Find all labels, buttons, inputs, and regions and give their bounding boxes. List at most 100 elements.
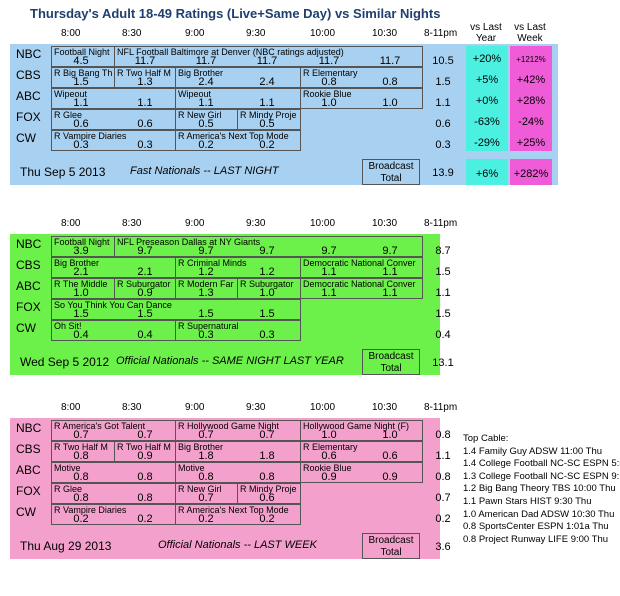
vs-last-week-header: vs Last Week bbox=[514, 22, 546, 44]
network-label: CW bbox=[16, 505, 36, 519]
rating-value: 0.5 bbox=[259, 118, 275, 130]
show-title: NFL Preseason Dallas at NY Giants bbox=[117, 237, 261, 247]
time-slot-header: 10:00 bbox=[310, 28, 336, 39]
show-title: R Criminal Minds bbox=[178, 258, 247, 268]
rating-value: 0.4 bbox=[73, 329, 89, 341]
time-slot-header: 8:00 bbox=[61, 28, 81, 39]
rating-value: 1.5 bbox=[73, 76, 89, 88]
network-label: CBS bbox=[16, 442, 41, 456]
timeslot-total: 1.1 bbox=[435, 287, 451, 299]
rating-value: 2.1 bbox=[137, 266, 153, 278]
rating-value: 0.2 bbox=[259, 139, 275, 151]
rating-value: 4.5 bbox=[73, 55, 89, 67]
vs-last-week-value: +1212% bbox=[510, 46, 552, 67]
show-title: Big Brother bbox=[178, 68, 224, 78]
timeslot-total: 1.5 bbox=[435, 76, 451, 88]
rating-value: 0.5 bbox=[198, 118, 214, 130]
rating-value: 0.8 bbox=[259, 471, 275, 483]
show-title: R Vampire Diaries bbox=[54, 505, 127, 515]
rating-value: 1.1 bbox=[382, 287, 398, 299]
show-cell: R Supernatural bbox=[175, 320, 301, 341]
rating-value: 1.0 bbox=[73, 287, 89, 299]
vs-last-week-value: -24% bbox=[510, 109, 552, 130]
show-title: R Suburgator bbox=[240, 279, 294, 289]
rating-value: 0.6 bbox=[321, 450, 337, 462]
show-title: Hollywood Game Night (F) bbox=[303, 421, 410, 431]
show-cell: R America's Next Top Mode bbox=[175, 504, 301, 525]
timeslot-total: 0.8 bbox=[435, 471, 451, 483]
network-label: NBC bbox=[16, 421, 42, 435]
network-label: NBC bbox=[16, 47, 42, 61]
show-title: R Glee bbox=[54, 484, 83, 494]
broadcast-total-label: Broadcast Total bbox=[362, 533, 420, 559]
rating-value: 1.5 bbox=[198, 308, 214, 320]
rating-value: 2.4 bbox=[259, 76, 275, 88]
broadcast-total-label: Broadcast Total bbox=[362, 159, 420, 185]
broadcast-total-label: Broadcast Total bbox=[362, 349, 420, 375]
time-slot-header: 8:30 bbox=[122, 218, 142, 229]
timeslot-total: 1.1 bbox=[435, 97, 451, 109]
timeslot-total: 0.3 bbox=[435, 139, 451, 151]
rating-value: 1.0 bbox=[382, 97, 398, 109]
top-cable-item: 1.3 College Football NC-SC ESPN 9:1 bbox=[463, 470, 620, 482]
rating-value: 0.3 bbox=[73, 139, 89, 151]
time-slot-header: 10:30 bbox=[372, 218, 398, 229]
rating-value: 0.9 bbox=[382, 471, 398, 483]
time-slot-header: 10:00 bbox=[310, 402, 336, 413]
rating-value: 9.7 bbox=[321, 245, 337, 257]
timeslot-total: 10.5 bbox=[432, 55, 454, 67]
timeslot-total: 0.4 bbox=[435, 329, 451, 341]
show-title: R America's Next Top Mode bbox=[178, 505, 289, 515]
network-label: FOX bbox=[16, 484, 41, 498]
rating-value: 0.3 bbox=[198, 329, 214, 341]
show-title: R Mindy Proje bbox=[240, 484, 297, 494]
show-title: Rookie Blue bbox=[303, 89, 352, 99]
time-slot-header: 8:00 bbox=[61, 218, 81, 229]
show-title: Wipeout bbox=[178, 89, 212, 99]
time-slot-header: 9:00 bbox=[185, 28, 205, 39]
network-label: CW bbox=[16, 131, 36, 145]
rating-value: 0.8 bbox=[382, 76, 398, 88]
rating-value: 0.3 bbox=[259, 329, 275, 341]
timeslot-total: 0.7 bbox=[435, 492, 451, 504]
time-slot-header: 9:00 bbox=[185, 218, 205, 229]
rating-value: 0.7 bbox=[259, 429, 275, 441]
rating-value: 1.0 bbox=[259, 287, 275, 299]
show-title: Big Brother bbox=[178, 442, 224, 452]
footer-note: Fast Nationals -- LAST NIGHT bbox=[130, 165, 279, 177]
top-cable-list: Top Cable: 1.4 Family Guy ADSW 11:00 Thu 1… bbox=[463, 433, 620, 546]
rating-value: 1.1 bbox=[137, 97, 153, 109]
rating-value: 1.3 bbox=[198, 287, 214, 299]
time-slot-header: 8:00 bbox=[61, 402, 81, 413]
time-slot-header: 8:30 bbox=[122, 28, 142, 39]
show-cell: R Mindy Proje bbox=[237, 483, 301, 504]
show-title: R Vampire Diaries bbox=[54, 131, 127, 141]
show-title: R Mindy Proje bbox=[240, 110, 297, 120]
show-cell: So You Think You Can Dance bbox=[51, 299, 301, 320]
network-label: ABC bbox=[16, 279, 41, 293]
page-title: Thursday's Adult 18-49 Ratings (Live+Sam… bbox=[30, 6, 441, 21]
time-slot-header: 9:30 bbox=[246, 28, 266, 39]
vs-last-week-value: +42% bbox=[510, 67, 552, 88]
broadcast-total-value: 13.9 bbox=[432, 167, 454, 179]
time-slot-header: 10:30 bbox=[372, 402, 398, 413]
show-title: R Big Bang Th bbox=[54, 68, 113, 78]
vs-last-year-header: vs Last Year bbox=[470, 22, 502, 44]
rating-value: 0.2 bbox=[137, 513, 153, 525]
rating-value: 0.8 bbox=[198, 471, 214, 483]
rating-value: 11.7 bbox=[195, 55, 217, 67]
rating-value: 1.5 bbox=[259, 308, 275, 320]
footer-note: Official Nationals -- LAST WEEK bbox=[158, 539, 317, 551]
show-title: Motive bbox=[54, 463, 81, 473]
rating-value: 0.7 bbox=[73, 429, 89, 441]
rating-value: 9.7 bbox=[198, 245, 214, 257]
rating-value: 0.7 bbox=[137, 429, 153, 441]
footer-vs-last-week: +282% bbox=[510, 159, 552, 185]
timeslot-total: 0.8 bbox=[435, 429, 451, 441]
rating-value: 9.7 bbox=[382, 245, 398, 257]
rating-value: 2.1 bbox=[73, 266, 89, 278]
rating-value: 2.4 bbox=[198, 76, 214, 88]
rating-value: 0.4 bbox=[137, 329, 153, 341]
network-label: ABC bbox=[16, 463, 41, 477]
show-title: R Suburgator bbox=[117, 279, 171, 289]
